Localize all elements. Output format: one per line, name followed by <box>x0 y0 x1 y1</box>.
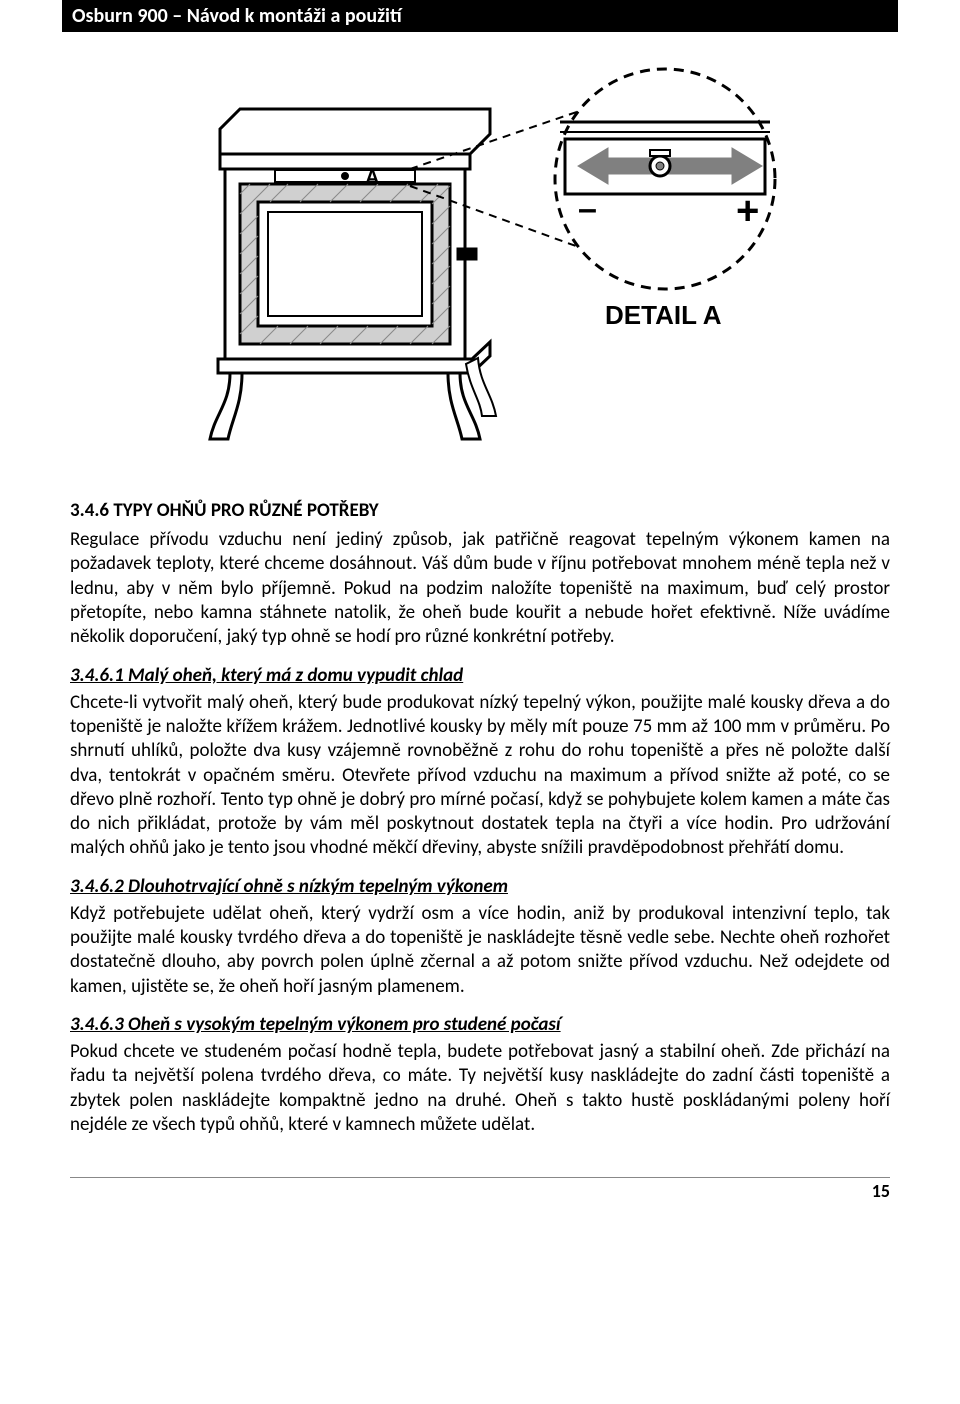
detail-label: DETAIL A <box>605 300 722 330</box>
header-bar: Osburn 900 – Návod k montáži a použití <box>62 0 898 32</box>
stove-diagram: A – + <box>160 44 800 464</box>
label-a: A <box>365 167 379 189</box>
body-346: Regulace přívodu vzduchu není jediný způ… <box>70 528 890 650</box>
body-3461: Chcete-li vytvořit malý oheň, který bude… <box>70 691 890 861</box>
heading-3463: 3.4.6.3 Oheň s vysokým tepelným výkonem … <box>70 1013 890 1036</box>
heading-346: 3.4.6 TYPY OHŇŮ PRO RŮZNÉ POTŘEBY <box>70 499 890 522</box>
minus-icon: – <box>578 190 597 228</box>
diagram-container: A – + <box>70 44 890 469</box>
body-3462: Když potřebujete udělat oheň, který vydr… <box>70 902 890 999</box>
heading-3461: 3.4.6.1 Malý oheň, který má z domu vypud… <box>70 664 890 687</box>
page-number: 15 <box>70 1180 890 1202</box>
heading-3462: 3.4.6.2 Dlouhotrvající ohně s nízkým tep… <box>70 875 890 898</box>
plus-icon: + <box>736 189 759 233</box>
body-3463: Pokud chcete ve studeném počasí hodně te… <box>70 1040 890 1137</box>
footer-rule <box>70 1177 890 1178</box>
doc-title: Osburn 900 – Návod k montáži a použití <box>72 4 402 28</box>
